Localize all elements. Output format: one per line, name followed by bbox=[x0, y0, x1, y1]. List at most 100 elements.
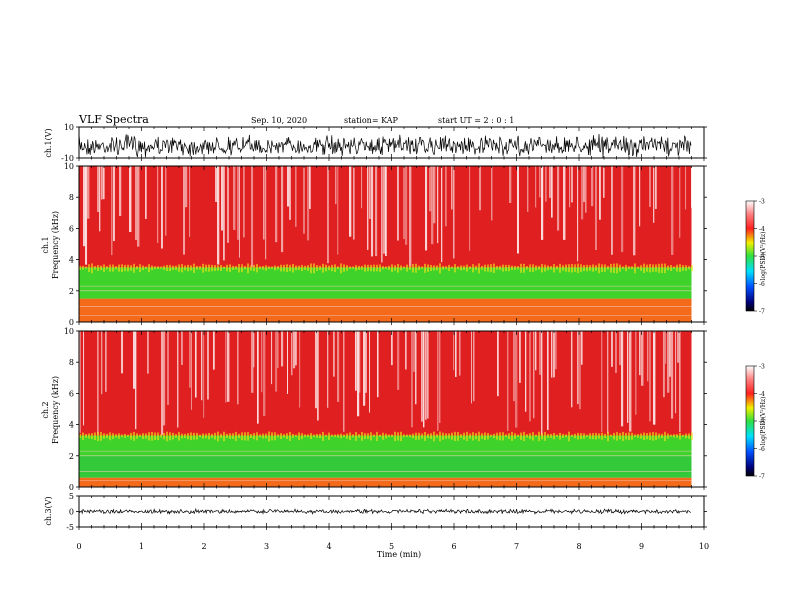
spectrogram-fringe bbox=[331, 264, 333, 272]
spectrogram-fringe bbox=[637, 266, 639, 269]
y-tick-label: 0 bbox=[69, 508, 74, 517]
spectrogram-fringe bbox=[385, 266, 387, 269]
spectrogram-speckle bbox=[581, 331, 583, 365]
colorbar bbox=[745, 200, 755, 312]
spectrogram-speckle bbox=[391, 331, 393, 366]
spectrogram-speckle bbox=[453, 331, 455, 371]
spectrogram-speckle bbox=[513, 331, 516, 402]
spectrogram-speckle bbox=[479, 166, 482, 211]
spectrogram-fringe bbox=[223, 266, 225, 269]
spectrogram-fringe bbox=[232, 433, 234, 439]
spectrogram-fringe bbox=[106, 433, 108, 439]
spectrogram-fringe bbox=[94, 266, 96, 270]
spectrogram-fringe bbox=[643, 263, 645, 273]
spectrogram-fringe bbox=[346, 265, 348, 271]
spectrogram-speckle bbox=[591, 166, 594, 207]
spectrogram-fringe bbox=[514, 265, 516, 270]
y-tick-label: 8 bbox=[69, 193, 74, 202]
spectrogram-fringe bbox=[484, 432, 486, 441]
spectrogram-fringe bbox=[610, 263, 612, 273]
spectrogram-fringe bbox=[505, 264, 507, 272]
spectrogram-fringe bbox=[565, 264, 567, 272]
spectrogram-speckle bbox=[527, 166, 529, 212]
spectrogram-fringe bbox=[466, 431, 468, 441]
spectrogram-speckle bbox=[101, 331, 103, 395]
spectrogram-fringe bbox=[313, 263, 315, 274]
spectrogram-speckle bbox=[369, 331, 371, 413]
spectrogram-fringe bbox=[361, 265, 363, 270]
spectrogram-speckle bbox=[275, 331, 278, 392]
spectrogram-fringe bbox=[100, 265, 102, 271]
ch2-spec-ylabel-a: ch.2 bbox=[41, 401, 50, 418]
spectrogram-fringe bbox=[223, 431, 225, 442]
spectrogram-speckle bbox=[359, 331, 361, 393]
spectrogram-speckle bbox=[621, 166, 624, 253]
spectrogram-speckle bbox=[353, 166, 355, 240]
spectrogram-speckle bbox=[163, 331, 166, 426]
spectrogram-fringe bbox=[619, 264, 621, 272]
spectrogram-speckle bbox=[281, 166, 284, 253]
spectrogram-fringe bbox=[157, 432, 159, 441]
spectrogram-fringe bbox=[562, 265, 564, 271]
spectrogram-fringe bbox=[289, 264, 291, 272]
spectrogram-fringe bbox=[634, 434, 636, 438]
spectrogram-speckle bbox=[411, 331, 413, 428]
spectrogram-speckle bbox=[113, 166, 115, 242]
spectrogram-speckle bbox=[363, 331, 366, 406]
spectrogram-fringe bbox=[337, 266, 339, 269]
spectrogram-fringe bbox=[595, 265, 597, 271]
spectrogram-speckle bbox=[335, 166, 337, 205]
spectrogram-fringe bbox=[337, 434, 339, 438]
spectrogram-speckle bbox=[233, 166, 236, 230]
spectrogram-fringe bbox=[136, 433, 138, 439]
colorbar-tick-label: -5 bbox=[759, 254, 765, 261]
spectrogram-fringe bbox=[574, 433, 576, 439]
spectrogram-speckle bbox=[369, 166, 371, 219]
x-tick-label: 3 bbox=[264, 542, 269, 551]
colorbar-tick-label: -7 bbox=[759, 474, 765, 481]
x-tick-label: 10 bbox=[699, 542, 709, 551]
spectrogram-fringe bbox=[391, 264, 393, 272]
spectrogram-fringe bbox=[670, 265, 672, 271]
spectrogram-fringe bbox=[286, 264, 288, 273]
spectrogram-fringe bbox=[526, 266, 528, 270]
spectrogram-fringe bbox=[97, 431, 99, 442]
spectrogram-fringe bbox=[622, 266, 624, 269]
spectrogram-fringe bbox=[523, 263, 525, 273]
spectrogram-fringe bbox=[109, 432, 111, 441]
spectrogram-speckle bbox=[611, 331, 613, 367]
spectrogram-speckle bbox=[85, 166, 88, 265]
spectrogram-speckle bbox=[583, 166, 586, 203]
spectrogram-fringe bbox=[583, 265, 585, 271]
spectrogram-fringe bbox=[568, 431, 570, 442]
spectrogram-fringe bbox=[298, 432, 300, 441]
spectrogram-fringe bbox=[412, 433, 414, 439]
y-tick-label: -10 bbox=[61, 154, 74, 163]
spectrogram-speckle bbox=[451, 166, 453, 210]
spectrogram-fringe bbox=[439, 263, 441, 274]
spectrogram-speckle bbox=[277, 331, 279, 369]
spectrogram-fringe bbox=[649, 432, 651, 441]
spectrogram-speckle bbox=[253, 331, 255, 368]
spectrogram-speckle bbox=[135, 331, 137, 430]
y-tick-label: 0 bbox=[69, 483, 74, 492]
spectrogram-fringe bbox=[151, 265, 153, 271]
spectrogram-fringe bbox=[589, 265, 591, 271]
spectrogram-speckle bbox=[595, 166, 597, 251]
spectrogram-fringe bbox=[85, 434, 87, 438]
spectrogram-speckle bbox=[541, 166, 544, 240]
spectrogram-fringe bbox=[166, 431, 168, 442]
spectrogram-fringe bbox=[676, 434, 678, 438]
spectrogram-fringe bbox=[253, 264, 255, 272]
spectrogram-speckle bbox=[357, 331, 360, 417]
spectrogram-fringe bbox=[412, 264, 414, 273]
x-tick-label: 5 bbox=[389, 542, 394, 551]
spectrogram-fringe bbox=[295, 265, 297, 271]
spectrogram-speckle bbox=[381, 166, 383, 263]
spectrogram-speckle bbox=[579, 331, 581, 410]
figure-start-time: start UT = 2 : 0 : 1 bbox=[438, 116, 514, 125]
spectrogram-fringe bbox=[262, 433, 264, 439]
spectrogram-fringe bbox=[406, 264, 408, 272]
spectrogram-speckle bbox=[105, 331, 107, 392]
spectrogram-fringe bbox=[226, 433, 228, 439]
